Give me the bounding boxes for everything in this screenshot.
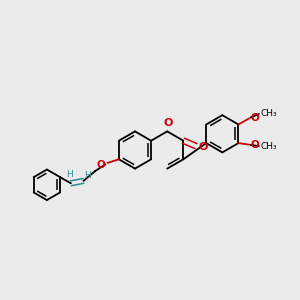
- Text: O: O: [96, 160, 105, 170]
- Text: O: O: [250, 112, 259, 123]
- Text: CH₃: CH₃: [260, 142, 277, 151]
- Text: O: O: [163, 118, 172, 128]
- Text: O: O: [250, 140, 259, 150]
- Text: CH₃: CH₃: [260, 109, 277, 118]
- Text: H: H: [66, 170, 73, 179]
- Text: O: O: [198, 142, 207, 152]
- Text: H: H: [84, 171, 91, 180]
